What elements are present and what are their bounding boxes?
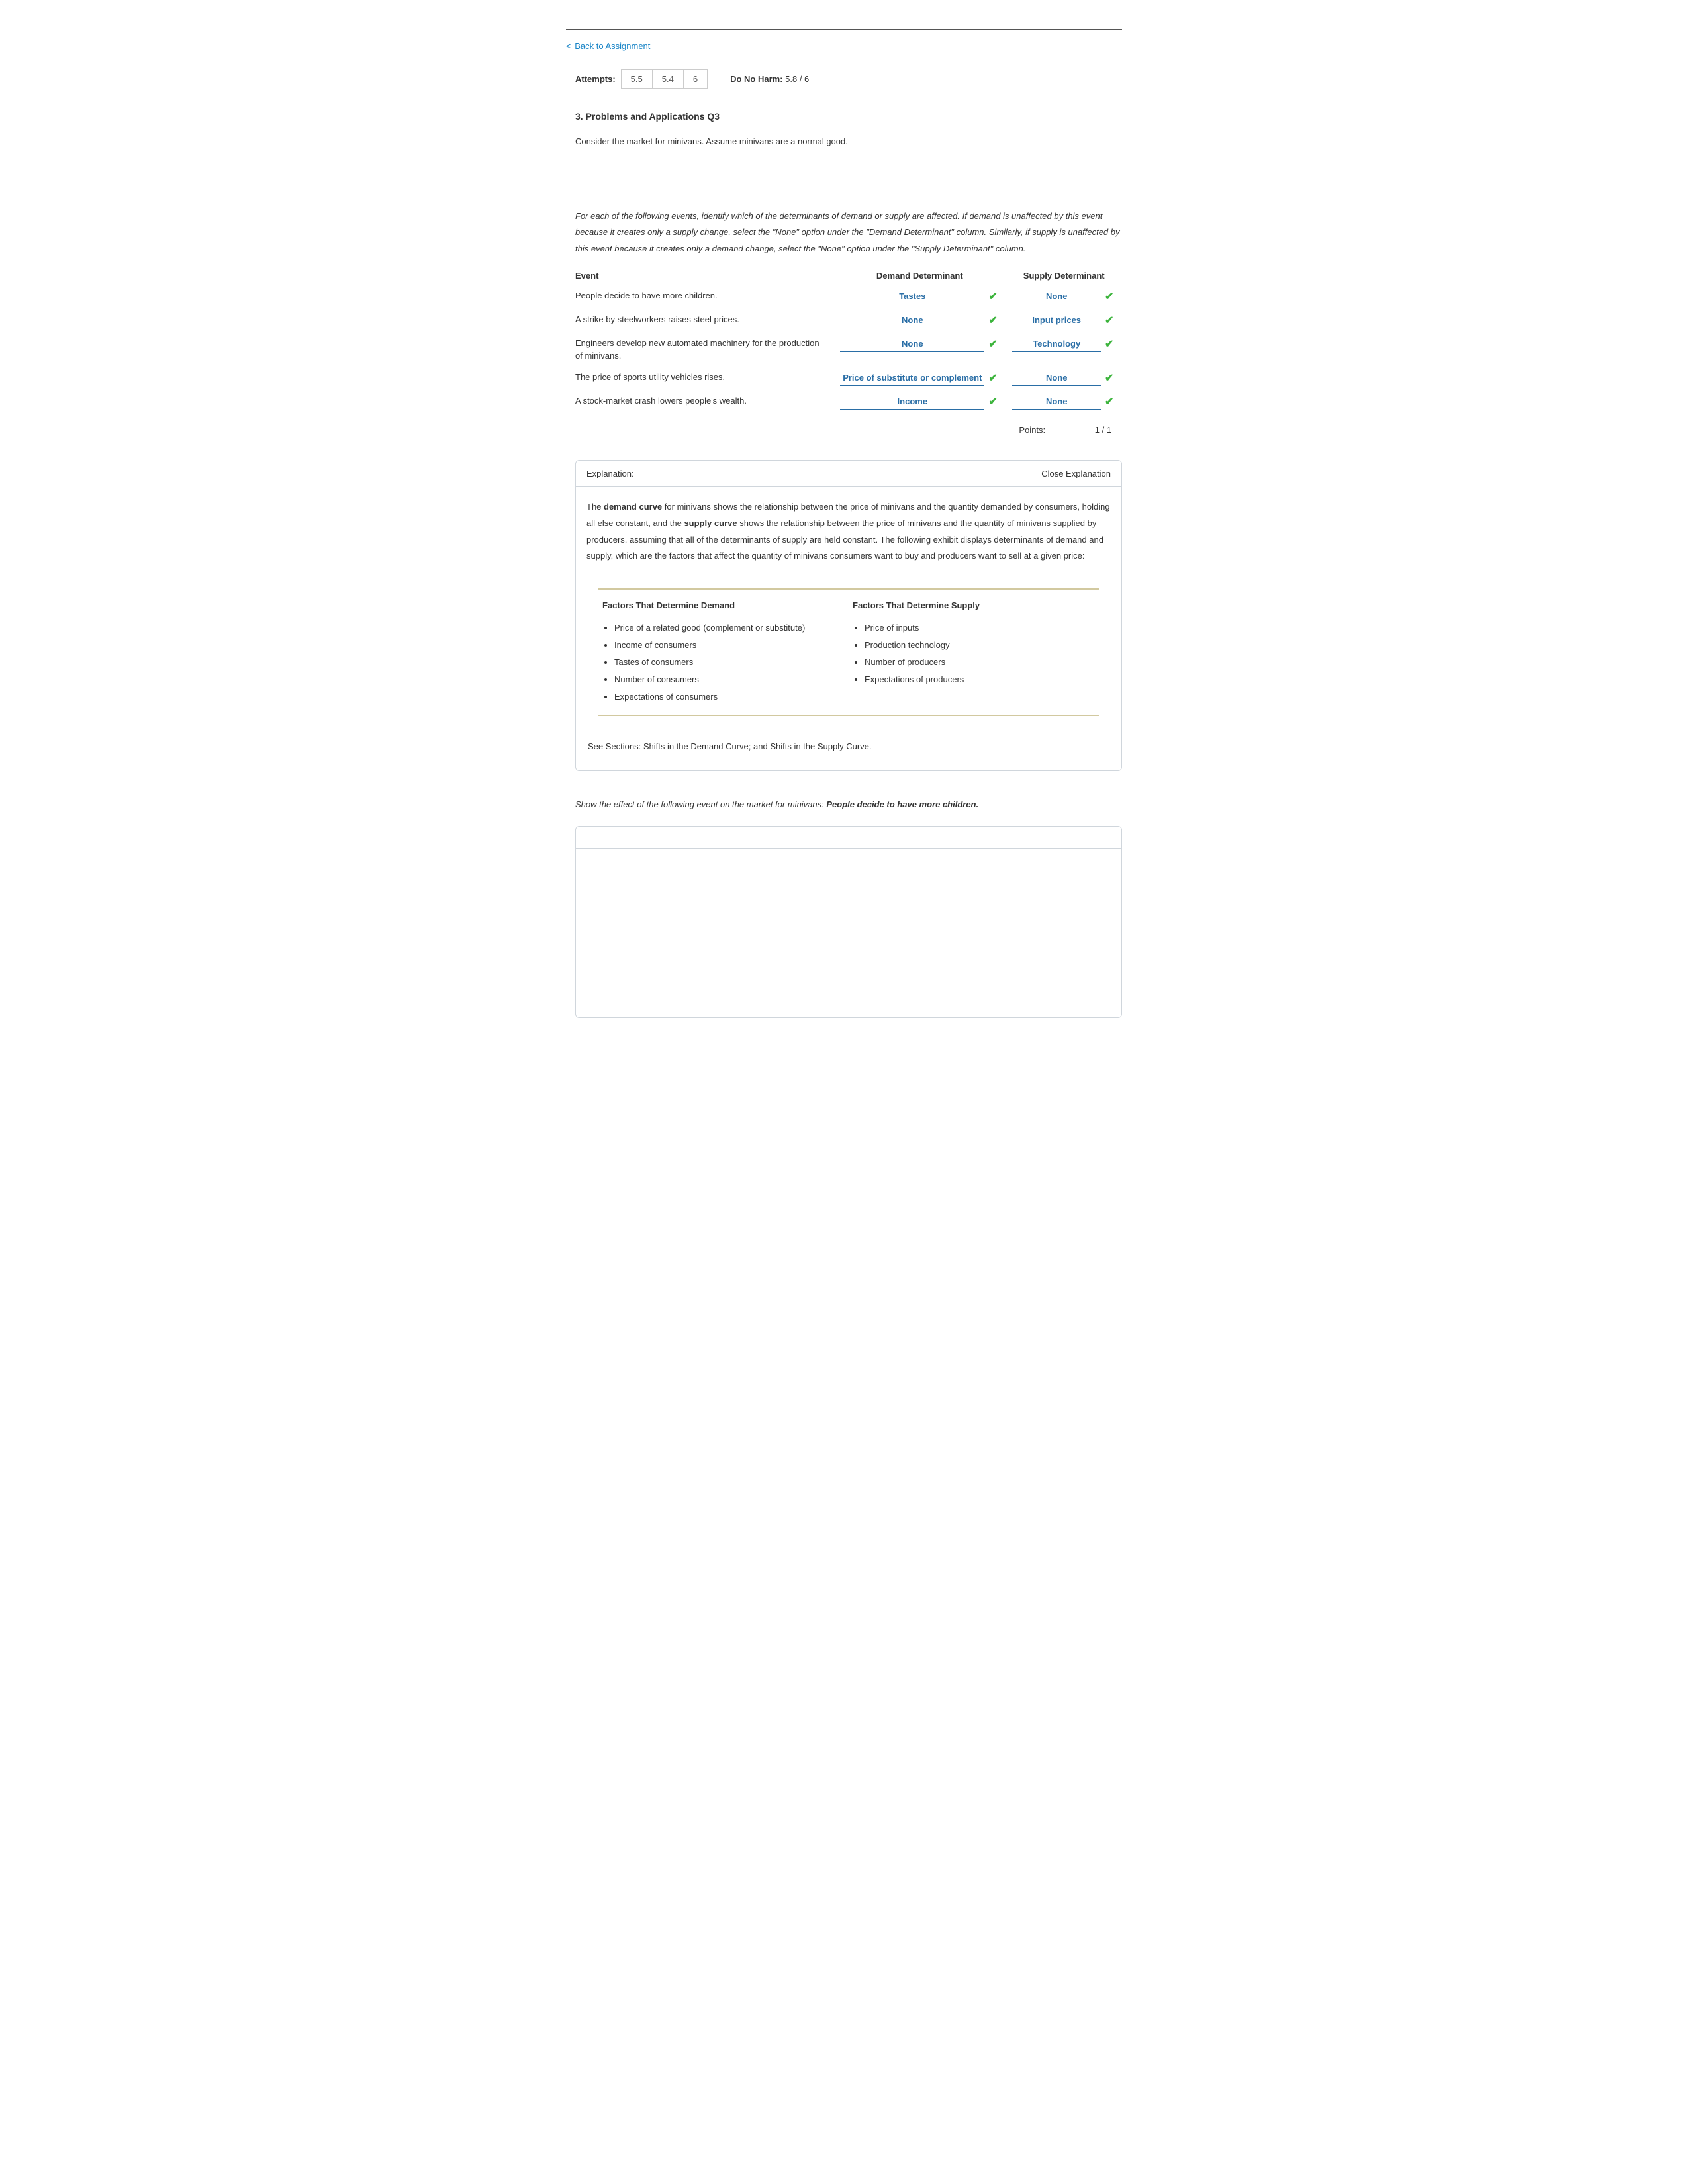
table-row: A stock-market crash lowers people's wea… — [566, 390, 1122, 414]
demand-select[interactable]: Tastes — [840, 290, 984, 305]
list-item: Tastes of consumers — [614, 654, 849, 671]
check-icon: ✔ — [988, 394, 999, 410]
list-item: Number of consumers — [614, 671, 849, 688]
event-text: Engineers develop new automated machiner… — [566, 333, 833, 367]
show-effect-prompt: Show the effect of the following event o… — [575, 797, 1122, 812]
determinants-table: Event Demand Determinant Supply Determin… — [566, 267, 1122, 441]
question-title: 3. Problems and Applications Q3 — [575, 111, 1122, 122]
explanation-body: The demand curve for minivans shows the … — [576, 487, 1121, 770]
dnh-value: 5.8 / 6 — [785, 74, 809, 84]
attempt-value-3[interactable]: 6 — [684, 70, 707, 88]
list-item: Income of consumers — [614, 637, 849, 654]
demand-select[interactable]: None — [840, 314, 984, 329]
check-icon: ✔ — [988, 371, 999, 387]
supply-select[interactable]: None — [1012, 371, 1101, 387]
supply-select[interactable]: None — [1012, 290, 1101, 305]
table-row: Engineers develop new automated machiner… — [566, 333, 1122, 367]
th-supply: Supply Determinant — [1006, 267, 1122, 285]
back-to-assignment-link[interactable]: < Back to Assignment — [566, 41, 650, 51]
attempt-value-1[interactable]: 5.5 — [622, 70, 653, 88]
check-icon: ✔ — [988, 313, 999, 329]
dnh-label: Do No Harm: — [730, 74, 782, 84]
supply-factors-column: Factors That Determine Supply Price of i… — [849, 598, 1099, 705]
supply-select[interactable]: None — [1012, 395, 1101, 410]
check-icon: ✔ — [1105, 313, 1115, 329]
explanation-title: Explanation: — [586, 469, 634, 478]
check-icon: ✔ — [1105, 371, 1115, 387]
explanation-header[interactable]: Explanation: Close Explanation — [576, 461, 1121, 487]
top-rule — [566, 29, 1122, 30]
see-sections-text: See Sections: Shifts in the Demand Curve… — [588, 739, 1111, 755]
demand-factors-column: Factors That Determine Demand Price of a… — [598, 598, 849, 705]
table-row: The price of sports utility vehicles ris… — [566, 367, 1122, 390]
attempt-value-2[interactable]: 5.4 — [653, 70, 684, 88]
do-no-harm: Do No Harm: 5.8 / 6 — [730, 74, 809, 84]
attempt-boxes: 5.5 5.4 6 — [621, 69, 708, 89]
question-instructions: For each of the following events, identi… — [575, 208, 1122, 257]
table-row: People decide to have more children. Tas… — [566, 285, 1122, 309]
check-icon: ✔ — [1105, 289, 1115, 305]
th-event: Event — [566, 267, 833, 285]
event-text: A stock-market crash lowers people's wea… — [566, 390, 833, 414]
list-item: Expectations of consumers — [614, 688, 849, 705]
demand-select[interactable]: Price of substitute or complement — [840, 371, 984, 387]
demand-select[interactable]: None — [840, 338, 984, 353]
list-item: Price of a related good (complement or s… — [614, 619, 849, 637]
event-text: People decide to have more children. — [566, 285, 833, 309]
check-icon: ✔ — [988, 289, 999, 305]
explanation-paragraph: The demand curve for minivans shows the … — [586, 499, 1111, 565]
question-intro: Consider the market for minivans. Assume… — [575, 135, 1122, 149]
chevron-left-icon: < — [566, 41, 571, 51]
supply-factors-title: Factors That Determine Supply — [853, 598, 1099, 614]
event-text: A strike by steelworkers raises steel pr… — [566, 309, 833, 333]
check-icon: ✔ — [988, 337, 999, 353]
list-item: Price of inputs — [865, 619, 1099, 637]
explanation-panel: Explanation: Close Explanation The deman… — [575, 460, 1122, 771]
list-item: Expectations of producers — [865, 671, 1099, 688]
demand-factors-list: Price of a related good (complement or s… — [602, 619, 849, 705]
attempts-label: Attempts: — [575, 74, 616, 84]
supply-select[interactable]: Input prices — [1012, 314, 1101, 329]
list-item: Number of producers — [865, 654, 1099, 671]
close-explanation-link[interactable]: Close Explanation — [1041, 469, 1111, 478]
graph-panel[interactable] — [575, 826, 1122, 1018]
demand-select[interactable]: Income — [840, 395, 984, 410]
event-text: The price of sports utility vehicles ris… — [566, 367, 833, 390]
check-icon: ✔ — [1105, 337, 1115, 353]
back-link-text: Back to Assignment — [575, 41, 650, 51]
th-demand: Demand Determinant — [833, 267, 1006, 285]
points-value: 1 / 1 — [1095, 424, 1111, 437]
attempts-row: Attempts: 5.5 5.4 6 Do No Harm: 5.8 / 6 — [575, 69, 1122, 89]
supply-factors-list: Price of inputs Production technology Nu… — [853, 619, 1099, 688]
graph-toolbar[interactable] — [576, 827, 1121, 849]
factors-block: Factors That Determine Demand Price of a… — [598, 588, 1099, 716]
table-row: A strike by steelworkers raises steel pr… — [566, 309, 1122, 333]
demand-factors-title: Factors That Determine Demand — [602, 598, 849, 614]
points-label: Points: — [1019, 424, 1072, 437]
supply-select[interactable]: Technology — [1012, 338, 1101, 353]
check-icon: ✔ — [1105, 394, 1115, 410]
points-row: Points: 1 / 1 — [566, 414, 1122, 441]
list-item: Production technology — [865, 637, 1099, 654]
